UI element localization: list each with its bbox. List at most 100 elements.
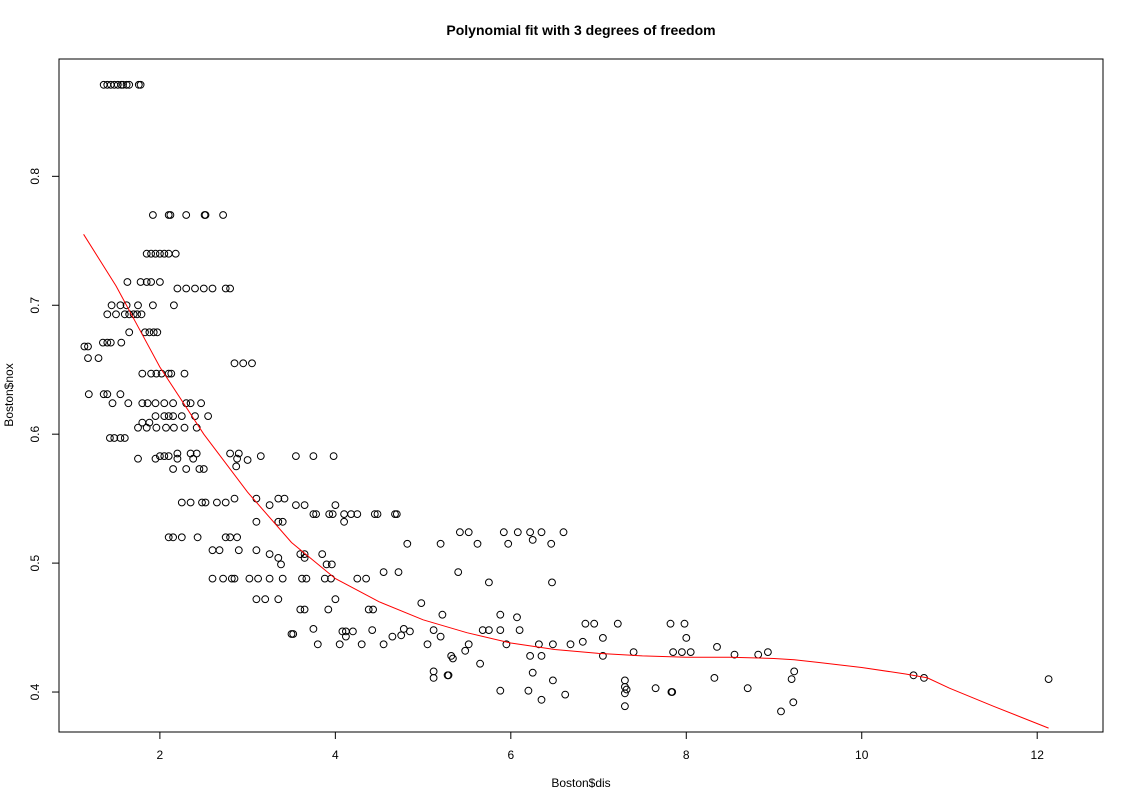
data-point bbox=[680, 619, 689, 628]
data-point bbox=[549, 676, 557, 685]
data-point bbox=[318, 550, 327, 558]
data-point bbox=[199, 465, 208, 473]
data-point bbox=[302, 574, 311, 583]
data-point bbox=[559, 528, 568, 537]
data-point bbox=[137, 310, 146, 319]
data-point bbox=[388, 632, 397, 641]
data-point bbox=[526, 652, 534, 660]
data-point bbox=[549, 640, 557, 649]
data-point bbox=[149, 211, 157, 219]
data-point bbox=[789, 698, 798, 707]
data-point bbox=[566, 640, 575, 649]
data-point bbox=[300, 554, 309, 562]
data-point bbox=[547, 539, 556, 548]
data-point bbox=[84, 354, 92, 363]
data-point bbox=[103, 390, 112, 399]
data-point bbox=[454, 568, 463, 576]
data-point bbox=[201, 211, 210, 219]
data-point bbox=[300, 501, 309, 510]
data-point bbox=[182, 284, 191, 293]
data-point bbox=[322, 560, 331, 569]
chart-title: Polynomial fit with 3 degrees of freedom bbox=[446, 22, 715, 38]
data-point bbox=[357, 640, 366, 649]
data-point bbox=[80, 342, 89, 351]
data-point bbox=[548, 578, 556, 587]
data-point bbox=[199, 284, 208, 293]
data-point bbox=[368, 626, 377, 634]
data-point bbox=[436, 632, 445, 641]
plot-frame bbox=[58, 58, 1104, 733]
data-point bbox=[300, 550, 309, 558]
data-point bbox=[496, 686, 505, 695]
data-point bbox=[151, 249, 160, 258]
data-point bbox=[173, 449, 182, 458]
data-point bbox=[230, 494, 239, 503]
scatter-points bbox=[80, 80, 1053, 716]
data-point bbox=[524, 686, 533, 695]
data-point bbox=[180, 423, 189, 432]
data-point bbox=[713, 643, 721, 651]
x-tick-label: 6 bbox=[507, 748, 514, 762]
data-point bbox=[252, 494, 261, 503]
data-point bbox=[473, 539, 482, 548]
data-point bbox=[169, 533, 178, 542]
data-point bbox=[764, 648, 772, 656]
data-point bbox=[138, 399, 147, 408]
data-point bbox=[581, 619, 590, 628]
data-point bbox=[84, 390, 93, 399]
x-axis: 2 4 6 8 10 12 bbox=[157, 731, 1044, 762]
data-point bbox=[239, 359, 248, 368]
data-point bbox=[182, 211, 191, 219]
data-point bbox=[149, 328, 158, 337]
data-point bbox=[164, 249, 173, 258]
data-point bbox=[160, 452, 169, 461]
data-point bbox=[186, 399, 195, 408]
data-point bbox=[429, 626, 438, 634]
data-point bbox=[730, 650, 739, 659]
data-point bbox=[313, 640, 322, 649]
data-point bbox=[117, 338, 126, 347]
data-point bbox=[226, 449, 235, 458]
data-point bbox=[147, 278, 156, 286]
data-point bbox=[156, 452, 164, 461]
data-point bbox=[99, 338, 107, 347]
data-point bbox=[651, 684, 660, 693]
data-point bbox=[325, 510, 334, 518]
data-point bbox=[226, 533, 235, 542]
fit-line-layer bbox=[83, 234, 1049, 729]
data-point bbox=[265, 550, 274, 558]
data-point bbox=[122, 80, 131, 89]
data-point bbox=[535, 640, 543, 649]
data-point bbox=[133, 310, 142, 319]
data-point bbox=[173, 284, 182, 293]
data-point bbox=[710, 674, 719, 682]
data-point bbox=[145, 328, 154, 337]
data-point bbox=[502, 640, 511, 649]
data-point bbox=[392, 510, 401, 518]
data-point bbox=[134, 301, 142, 310]
data-point bbox=[790, 667, 799, 676]
data-point bbox=[429, 667, 438, 676]
data-point bbox=[298, 574, 306, 583]
data-point bbox=[274, 554, 283, 562]
data-point bbox=[369, 605, 378, 614]
data-point bbox=[621, 689, 629, 698]
data-point bbox=[198, 498, 206, 507]
data-point bbox=[191, 412, 199, 421]
data-point bbox=[254, 574, 263, 583]
data-point bbox=[151, 412, 160, 421]
data-point bbox=[108, 399, 117, 408]
data-point bbox=[309, 452, 318, 461]
data-point bbox=[230, 359, 239, 368]
data-point bbox=[94, 354, 103, 363]
data-point bbox=[173, 454, 182, 463]
data-point bbox=[335, 640, 344, 649]
data-point bbox=[537, 695, 546, 704]
data-point bbox=[248, 359, 256, 368]
data-point bbox=[590, 619, 599, 628]
data-point bbox=[221, 284, 230, 293]
data-point bbox=[152, 423, 161, 432]
data-point bbox=[160, 412, 169, 421]
data-point bbox=[476, 659, 485, 668]
data-point bbox=[499, 528, 508, 537]
